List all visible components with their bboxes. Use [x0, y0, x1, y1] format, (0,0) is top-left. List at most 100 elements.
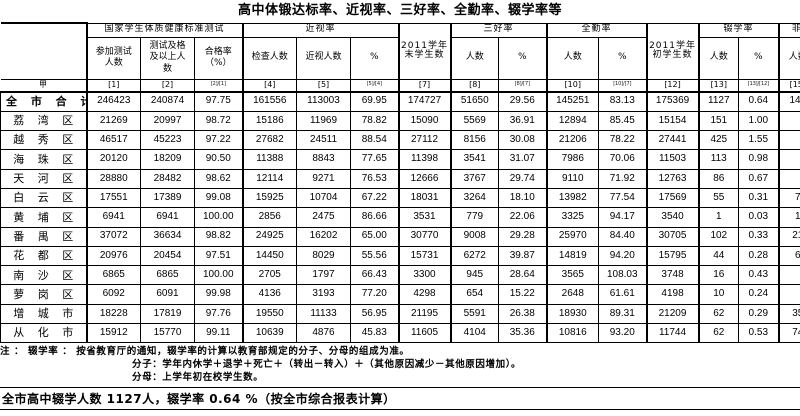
- table-cell: 7986: [545, 149, 600, 170]
- row-header-region: 荔 湾 区: [0, 110, 87, 132]
- table-cell: 15731: [397, 245, 451, 267]
- table-cell: 4198: [645, 284, 700, 305]
- table-cell: 15925: [241, 187, 297, 209]
- table-cell: 0.31: [738, 187, 780, 209]
- table-cell: 97.76: [194, 303, 243, 325]
- table-cell: 9271: [296, 168, 351, 189]
- table-cell: 6: [777, 245, 800, 267]
- table-cell: 15912: [85, 323, 141, 344]
- table-cell: 4104: [449, 323, 499, 344]
- subheader-tested-count: 参加测试 人数: [85, 36, 141, 80]
- row-label-header: [0, 22, 87, 37]
- table-cell: 0.98: [738, 149, 780, 170]
- table-cell: 12763: [645, 168, 700, 189]
- table-body: 全 市 合 计24642324087497.7516155611300369.9…: [0, 91, 800, 344]
- table-cell: 0.33: [738, 226, 780, 247]
- table-cell: 77.54: [598, 187, 648, 209]
- table-cell: 30770: [397, 226, 451, 247]
- table-cell: 21195: [397, 303, 451, 325]
- table-cell: 98.72: [194, 110, 243, 132]
- note-line-2: 分子：学年内休学＋退学＋死亡＋（转出－转入）＋（其他原因减少－其他原因增加）。: [132, 359, 522, 371]
- table-row: 荔 湾 区 21269 20997 98.72 15186 11969 78.82 15090…: [0, 110, 800, 132]
- table-cell: 12894: [545, 110, 600, 132]
- table-cell: 1127: [697, 91, 740, 112]
- table-cell: 27441: [645, 130, 700, 151]
- table-cell: 20120: [85, 149, 141, 170]
- table-cell: 1.00: [738, 110, 780, 132]
- table-row: 番 禺 区 37072 36634 98.82 24925 16202 65.00 30770…: [0, 226, 800, 247]
- table-cell: 6092: [85, 284, 141, 305]
- table-cell: 35: [777, 303, 800, 325]
- table-cell: 74: [777, 323, 800, 344]
- table-cell: 1.55: [738, 130, 780, 151]
- table-cell: 113: [697, 149, 740, 170]
- table-cell: 17389: [140, 187, 195, 209]
- table-cell: 4298: [397, 284, 451, 305]
- table-cell: 78.22: [598, 130, 648, 151]
- table-cell: 97.51: [194, 245, 243, 267]
- group-header-fitness: 国家学生体质健康标准测试: [85, 22, 243, 38]
- table-cell: 62: [697, 323, 740, 344]
- table-cell: 21209: [645, 303, 700, 325]
- row-header-region: 天 河 区: [0, 168, 87, 189]
- table-cell: 46517: [85, 130, 141, 151]
- table-cell: 7: [777, 187, 800, 209]
- table-row: 越 秀 区 46517 45223 97.22 27682 24511 88.54 27112…: [0, 130, 800, 151]
- table-cell: 17551: [85, 187, 141, 209]
- table-cell: 11133: [296, 303, 351, 325]
- table-cell: 3540: [645, 207, 700, 228]
- row-ref-label: 甲: [0, 78, 87, 93]
- table-cell: 77.20: [350, 284, 399, 305]
- table-cell: 16: [697, 265, 740, 286]
- table-cell: 15154: [645, 110, 700, 132]
- footer-notes: 注 ： 辍学率 ： 按省教育厅的通知，辍学率的计算以教育部规定的分子、分母的组成…: [0, 345, 800, 384]
- ref-14: [13]/[12]: [738, 78, 780, 93]
- table-cell: 86: [697, 168, 740, 189]
- table-cell: 2705: [241, 265, 297, 286]
- table-cell: 11503: [645, 149, 700, 170]
- ref-10: [10]: [545, 78, 600, 93]
- table-cell: 65.00: [350, 226, 399, 247]
- table-cell: 15090: [397, 110, 451, 132]
- table-cell: 89.31: [598, 303, 648, 325]
- table-cell: 11744: [645, 323, 700, 344]
- table-cell: 78.82: [350, 110, 399, 132]
- group-header-three-good: 三好率: [449, 22, 548, 38]
- table-cell: 1797: [296, 265, 351, 286]
- group-header-abnormal-dropout: 非正常辍学: [777, 22, 800, 38]
- table-cell: 779: [449, 207, 499, 228]
- table-cell: 0.67: [738, 168, 780, 189]
- table-cell: 55: [697, 187, 740, 209]
- table-cell: 11388: [241, 149, 297, 170]
- row-label-subheader: [0, 37, 87, 79]
- subheader-three-good-pct: %: [497, 36, 548, 80]
- table-cell: 67.22: [350, 187, 399, 209]
- group-header-attendance: 全勤率: [545, 22, 648, 38]
- table-cell: 55.56: [350, 245, 399, 267]
- table-cell: 76.53: [350, 168, 399, 189]
- table-cell: 93.20: [598, 323, 648, 344]
- row-header-region: 黄 埔 区: [0, 207, 87, 228]
- ref-8: [8]: [449, 78, 499, 93]
- table-cell: 26.38: [497, 303, 548, 325]
- ref-6: [5]/[4]: [350, 78, 399, 93]
- ref-11: [10]/[7]: [598, 78, 648, 93]
- table-cell: 30.08: [497, 130, 548, 151]
- table-cell: 31.07: [497, 149, 548, 170]
- table-cell: 12666: [397, 168, 451, 189]
- table-cell: 20997: [140, 110, 195, 132]
- subheader-students-end-2011: 2011学年 末学生数: [397, 22, 451, 80]
- table-cell: [777, 110, 800, 132]
- ref-1: [1]: [85, 78, 141, 93]
- table-cell: 108.03: [598, 265, 648, 286]
- table-cell: 62: [697, 303, 740, 325]
- table-cell: 11969: [296, 110, 351, 132]
- table-cell: 0.53: [738, 323, 780, 344]
- row-header-region: 海 珠 区: [0, 149, 87, 170]
- subheader-students-start-2011: 2011学年 初学生数: [645, 22, 700, 80]
- table-cell: 13982: [545, 187, 600, 209]
- table-cell: 51650: [449, 91, 499, 112]
- table-cell: 3767: [449, 168, 499, 189]
- table-cell: 102: [697, 226, 740, 247]
- table-cell: 10816: [545, 323, 600, 344]
